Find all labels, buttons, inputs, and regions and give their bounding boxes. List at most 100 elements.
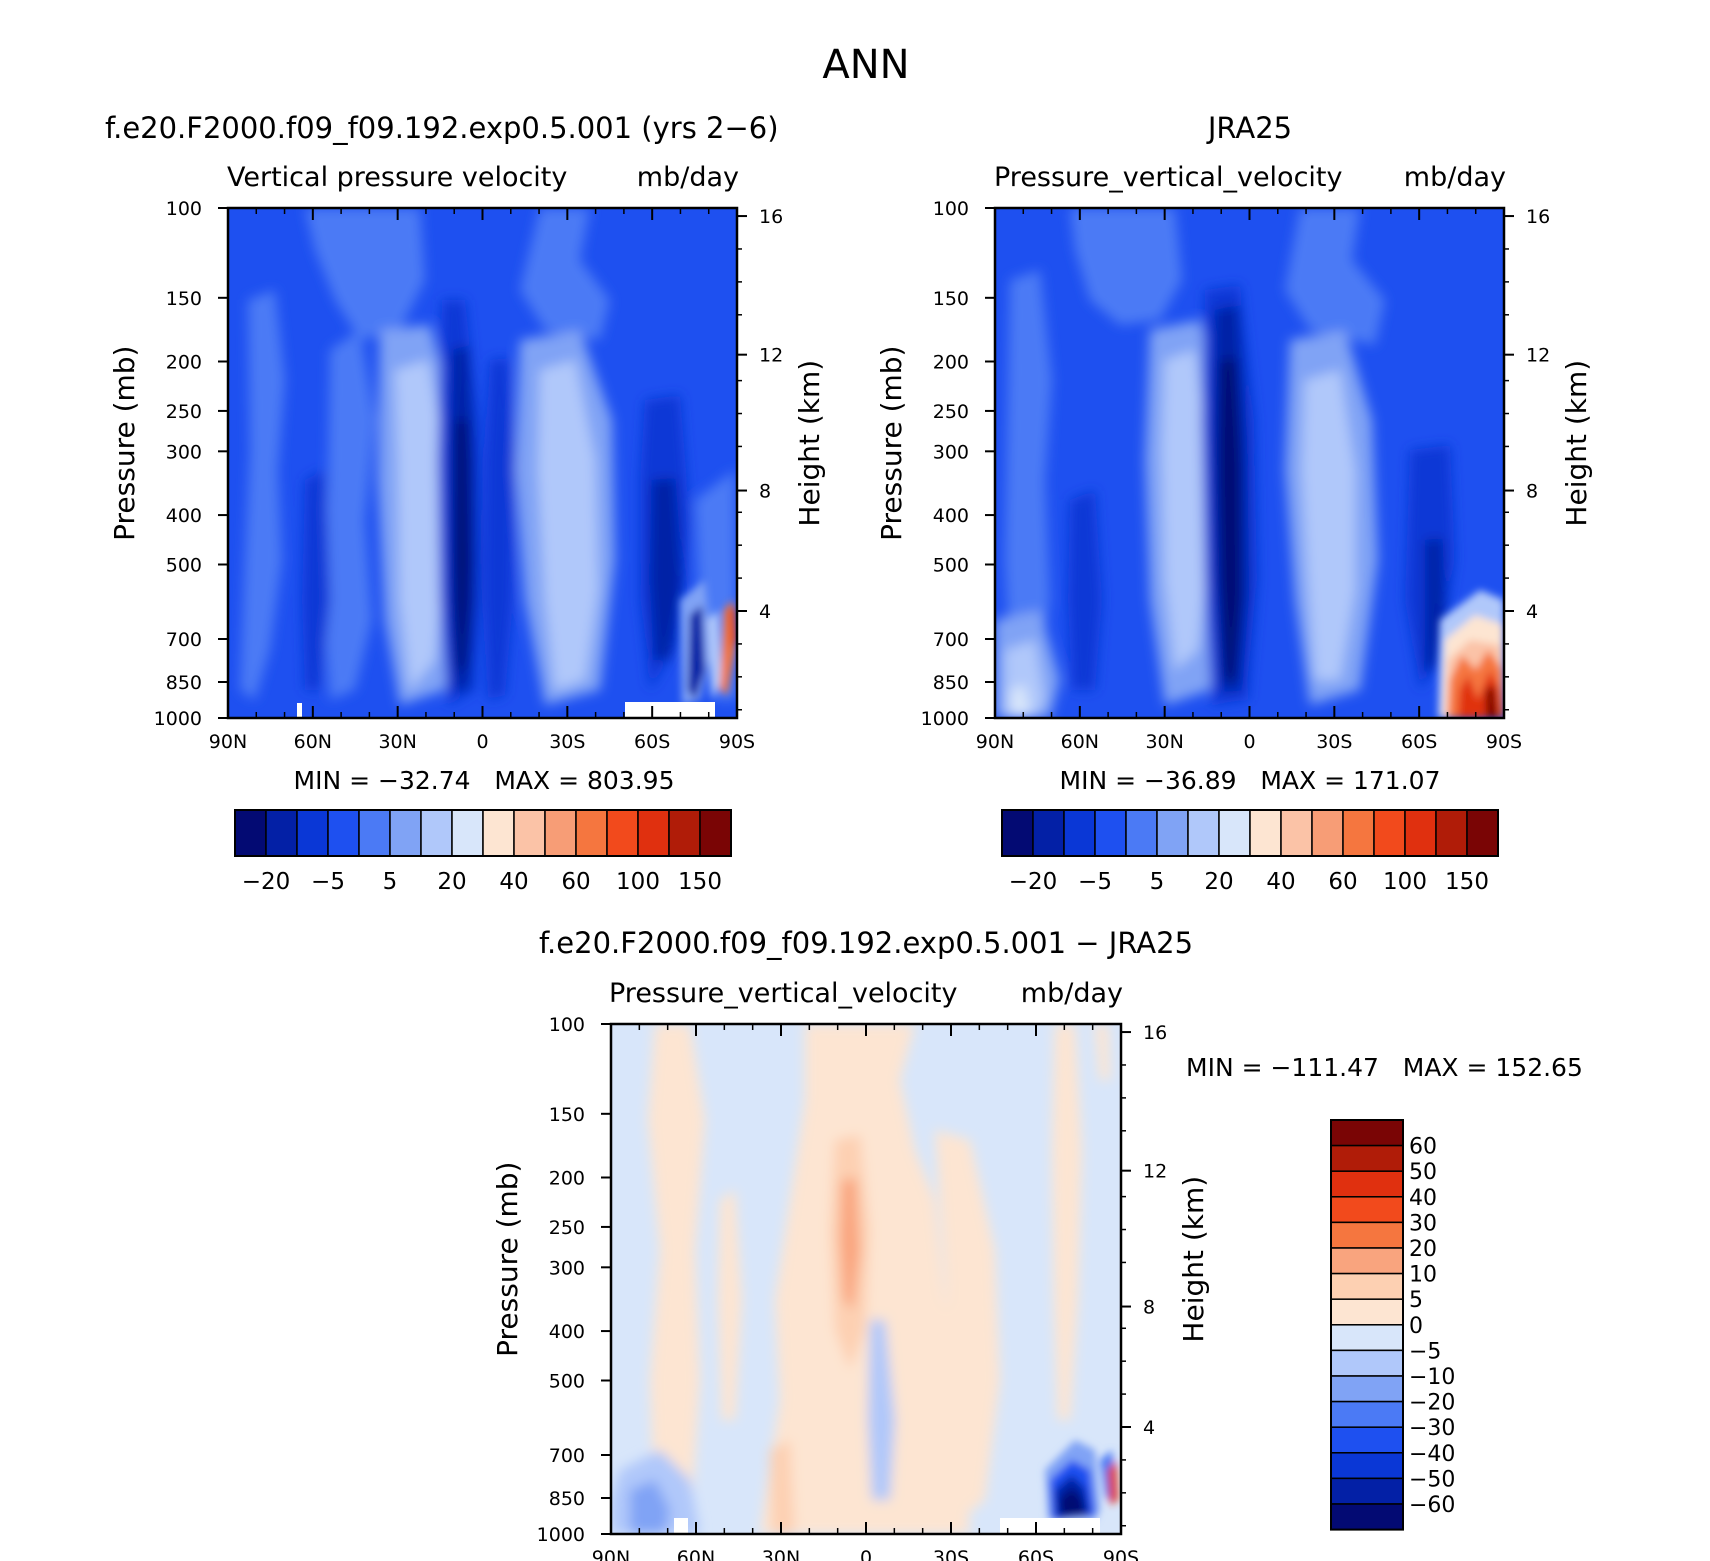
colorbar-box — [513, 809, 546, 857]
y-tick-label: 700 — [166, 629, 202, 651]
figure-title: ANN — [822, 42, 909, 88]
y-right-tick-label: 12 — [1526, 345, 1550, 367]
panel-title: f.e20.F2000.f09_f09.192.exp0.5.001 − JRA… — [539, 926, 1193, 960]
colorbar-label: 40 — [1409, 1186, 1437, 1211]
y-right-tick-label: 4 — [1143, 1417, 1155, 1439]
y-tick-label: 150 — [166, 288, 202, 310]
colorbar-box — [1249, 809, 1282, 857]
colorbar-label: −30 — [1409, 1416, 1455, 1441]
panel-title: f.e20.F2000.f09_f09.192.exp0.5.001 (yrs … — [105, 111, 779, 145]
colorbar-box — [1330, 1144, 1404, 1172]
colorbar-box — [1094, 809, 1127, 857]
colorbar-label: 5 — [1409, 1288, 1423, 1313]
x-tick-label: 0 — [476, 731, 488, 753]
y-axis-right-label: Height (km) — [793, 360, 826, 527]
colorbar-box — [358, 809, 391, 857]
colorbar-box — [1330, 1503, 1404, 1531]
y-tick-label: 500 — [933, 554, 969, 576]
x-tick-label: 60N — [677, 1547, 715, 1561]
y-tick-label: 1000 — [921, 708, 969, 730]
colorbar-box — [1466, 809, 1499, 857]
colorbar-box — [1311, 809, 1344, 857]
colorbar-box — [234, 809, 267, 857]
colorbar-box — [1330, 1400, 1404, 1428]
colorbar-box — [637, 809, 670, 857]
y-right-tick-label: 8 — [759, 481, 771, 503]
panel-model: f.e20.F2000.f09_f09.192.exp0.5.001 (yrs … — [105, 111, 826, 895]
x-tick-label: 60S — [634, 731, 670, 753]
y-axis-label: Pressure (mb) — [875, 346, 908, 541]
y-tick-label: 150 — [549, 1104, 585, 1126]
colorbar-box — [1330, 1375, 1404, 1403]
panel-subtitle-left: Pressure_vertical_velocity — [609, 978, 958, 1009]
x-tick-label: 30N — [378, 731, 416, 753]
y-right-tick-label: 8 — [1143, 1297, 1155, 1319]
y-tick-label: 1000 — [537, 1524, 585, 1546]
colorbar-label: 20 — [1204, 869, 1233, 895]
colorbar-label: −20 — [242, 869, 291, 895]
colorbar-box — [1330, 1426, 1404, 1454]
y-tick-label: 200 — [166, 352, 202, 374]
y-tick-label: 100 — [549, 1014, 585, 1036]
colorbar-label: 40 — [1266, 869, 1295, 895]
colorbar-box — [1404, 809, 1437, 857]
panel-subtitle-right: mb/day — [1404, 162, 1506, 193]
x-tick-label: 30S — [549, 731, 585, 753]
colorbar-box — [1125, 809, 1158, 857]
y-tick-label: 500 — [549, 1370, 585, 1392]
colorbar-label: 60 — [1328, 869, 1357, 895]
x-tick-label: 0 — [860, 1547, 872, 1561]
x-tick-label: 90S — [1486, 731, 1522, 753]
y-tick-label: 850 — [549, 1488, 585, 1510]
colorbar — [234, 809, 732, 857]
colorbar-label: 60 — [1409, 1135, 1437, 1160]
y-tick-label: 400 — [549, 1321, 585, 1343]
y-tick-label: 250 — [549, 1217, 585, 1239]
panel-difference: f.e20.F2000.f09_f09.192.exp0.5.001 − JRA… — [491, 926, 1583, 1561]
y-tick-label: 300 — [166, 441, 202, 463]
colorbar-box — [420, 809, 453, 857]
colorbar-box — [1330, 1272, 1404, 1300]
y-tick-label: 850 — [166, 672, 202, 694]
colorbar-label: −10 — [1409, 1365, 1455, 1390]
colorbar-box — [296, 809, 329, 857]
colorbar-box — [1032, 809, 1065, 857]
colorbar-label: 0 — [1409, 1314, 1423, 1339]
colorbar-label: −5 — [1409, 1339, 1441, 1364]
contour-field — [611, 1024, 1121, 1534]
colorbar-box — [699, 809, 732, 857]
panel-subtitle-right: mb/day — [637, 162, 739, 193]
panel-subtitle-right: mb/day — [1021, 978, 1123, 1009]
min-max-label: MIN = −32.74 MAX = 803.95 — [294, 766, 675, 795]
y-right-tick-label: 12 — [1143, 1161, 1167, 1183]
colorbar-frame — [234, 809, 732, 857]
panel-subtitle-left: Pressure_vertical_velocity — [994, 162, 1343, 193]
x-tick-label: 30S — [1316, 731, 1352, 753]
colorbar-box — [1330, 1170, 1404, 1198]
y-tick-label: 700 — [933, 629, 969, 651]
colorbar-label: 30 — [1409, 1211, 1437, 1236]
colorbar-box — [482, 809, 515, 857]
x-tick-label: 90S — [719, 731, 755, 753]
y-right-tick-label: 12 — [759, 345, 783, 367]
x-tick-label: 90N — [209, 731, 247, 753]
y-right-tick-label: 16 — [1526, 206, 1550, 228]
colorbar-labels: −20 −5 5 20 40 60 100 150 — [1009, 869, 1489, 895]
y-axis-label: Pressure (mb) — [491, 1162, 524, 1357]
contour-field — [995, 208, 1504, 718]
y-tick-label: 500 — [166, 554, 202, 576]
y-tick-label: 250 — [933, 401, 969, 423]
y-right-tick-label: 8 — [1526, 481, 1538, 503]
y-tick-label: 200 — [933, 352, 969, 374]
x-tick-label: 60S — [1018, 1547, 1054, 1561]
y-tick-label: 150 — [933, 288, 969, 310]
colorbar-label: 40 — [499, 869, 528, 895]
colorbar-box — [1330, 1324, 1404, 1352]
colorbar-label: 150 — [678, 869, 722, 895]
colorbar-box — [451, 809, 484, 857]
y-axis-right-label: Height (km) — [1560, 360, 1593, 527]
colorbar-box — [1187, 809, 1220, 857]
y-right-tick-label: 4 — [1526, 601, 1538, 623]
colorbar — [1001, 809, 1499, 857]
